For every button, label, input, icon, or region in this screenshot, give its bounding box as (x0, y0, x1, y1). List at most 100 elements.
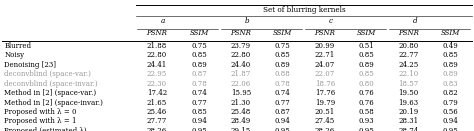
Text: 21.30: 21.30 (231, 99, 251, 107)
Text: deconvblind (space-var.): deconvblind (space-var.) (4, 70, 91, 78)
Text: 0.85: 0.85 (191, 108, 207, 116)
Text: Denoising [23]: Denoising [23] (4, 61, 56, 69)
Text: Proposed with λ = 0: Proposed with λ = 0 (4, 108, 77, 116)
Text: 0.78: 0.78 (275, 80, 291, 88)
Text: 25.46: 25.46 (147, 108, 167, 116)
Text: 0.95: 0.95 (443, 127, 458, 131)
Text: PSNR: PSNR (146, 29, 167, 37)
Text: 0.51: 0.51 (359, 42, 374, 50)
Text: 0.94: 0.94 (191, 117, 207, 125)
Text: d: d (413, 17, 418, 25)
Text: 22.30: 22.30 (147, 80, 167, 88)
Text: 0.89: 0.89 (275, 61, 291, 69)
Text: 19.50: 19.50 (399, 89, 419, 97)
Text: 22.07: 22.07 (315, 70, 335, 78)
Text: 0.82: 0.82 (443, 89, 458, 97)
Text: 0.78: 0.78 (191, 80, 207, 88)
Text: deconvblind (space-invar.): deconvblind (space-invar.) (4, 80, 98, 88)
Text: 0.76: 0.76 (359, 99, 374, 107)
Text: SSIM: SSIM (273, 29, 292, 37)
Text: 28.74: 28.74 (399, 127, 419, 131)
Text: 20.99: 20.99 (315, 42, 335, 50)
Text: 17.76: 17.76 (315, 89, 335, 97)
Text: SSIM: SSIM (189, 29, 209, 37)
Text: Set of blurring kernels: Set of blurring kernels (263, 6, 345, 14)
Text: 0.79: 0.79 (443, 99, 458, 107)
Text: 0.85: 0.85 (359, 70, 374, 78)
Text: 23.79: 23.79 (231, 42, 251, 50)
Text: Blurred: Blurred (4, 42, 31, 50)
Text: 21.87: 21.87 (231, 70, 251, 78)
Text: 0.89: 0.89 (359, 61, 374, 69)
Text: 0.74: 0.74 (191, 89, 207, 97)
Text: 22.10: 22.10 (399, 70, 419, 78)
Text: Proposed with λ = 1: Proposed with λ = 1 (4, 117, 77, 125)
Text: 18.76: 18.76 (315, 80, 335, 88)
Text: 0.85: 0.85 (275, 51, 291, 59)
Text: 24.25: 24.25 (399, 61, 419, 69)
Text: 0.75: 0.75 (191, 42, 207, 50)
Text: 0.76: 0.76 (359, 89, 374, 97)
Text: 15.95: 15.95 (231, 89, 251, 97)
Text: 29.15: 29.15 (231, 127, 251, 131)
Text: 27.77: 27.77 (147, 117, 167, 125)
Text: 20.51: 20.51 (315, 108, 335, 116)
Text: 0.94: 0.94 (443, 117, 458, 125)
Text: 0.77: 0.77 (275, 99, 291, 107)
Text: 20.80: 20.80 (399, 42, 419, 50)
Text: 0.95: 0.95 (275, 127, 291, 131)
Text: 22.80: 22.80 (147, 51, 167, 59)
Text: 0.75: 0.75 (275, 42, 291, 50)
Text: PSNR: PSNR (314, 29, 335, 37)
Text: 28.31: 28.31 (399, 117, 419, 125)
Text: 0.85: 0.85 (191, 51, 207, 59)
Text: 0.89: 0.89 (443, 61, 458, 69)
Text: 27.45: 27.45 (315, 117, 335, 125)
Text: b: b (245, 17, 250, 25)
Text: 0.49: 0.49 (443, 42, 458, 50)
Text: 28.49: 28.49 (231, 117, 251, 125)
Text: PSNR: PSNR (230, 29, 251, 37)
Text: 0.83: 0.83 (443, 80, 458, 88)
Text: 25.48: 25.48 (231, 108, 251, 116)
Text: 22.06: 22.06 (231, 80, 251, 88)
Text: 28.26: 28.26 (315, 127, 335, 131)
Text: 21.65: 21.65 (147, 99, 167, 107)
Text: 0.58: 0.58 (359, 108, 374, 116)
Text: 0.94: 0.94 (275, 117, 291, 125)
Text: Method in [2] (space-invar.): Method in [2] (space-invar.) (4, 99, 103, 107)
Text: 0.88: 0.88 (275, 70, 291, 78)
Text: 19.79: 19.79 (315, 99, 335, 107)
Text: 24.40: 24.40 (231, 61, 251, 69)
Text: Method in [2] (space-var.): Method in [2] (space-var.) (4, 89, 96, 97)
Text: Proposed (estimated λ): Proposed (estimated λ) (4, 127, 87, 131)
Text: a: a (161, 17, 165, 25)
Text: 0.95: 0.95 (359, 127, 374, 131)
Text: PSNR: PSNR (398, 29, 419, 37)
Text: SSIM: SSIM (441, 29, 460, 37)
Text: 0.74: 0.74 (275, 89, 291, 97)
Text: c: c (329, 17, 333, 25)
Text: 0.87: 0.87 (191, 70, 207, 78)
Text: 22.77: 22.77 (399, 51, 419, 59)
Text: 24.07: 24.07 (315, 61, 335, 69)
Text: 0.77: 0.77 (191, 99, 207, 107)
Text: 20.19: 20.19 (399, 108, 419, 116)
Text: 21.88: 21.88 (147, 42, 167, 50)
Text: 0.89: 0.89 (443, 70, 458, 78)
Text: 0.56: 0.56 (443, 108, 458, 116)
Text: 22.95: 22.95 (147, 70, 167, 78)
Text: Noisy: Noisy (4, 51, 24, 59)
Text: 0.87: 0.87 (275, 108, 291, 116)
Text: 0.85: 0.85 (359, 51, 374, 59)
Text: 0.93: 0.93 (359, 117, 374, 125)
Text: 24.41: 24.41 (147, 61, 167, 69)
Text: 0.95: 0.95 (191, 127, 207, 131)
Text: 22.71: 22.71 (315, 51, 335, 59)
Text: 22.80: 22.80 (231, 51, 251, 59)
Text: SSIM: SSIM (357, 29, 376, 37)
Text: 0.80: 0.80 (359, 80, 374, 88)
Text: 28.26: 28.26 (147, 127, 167, 131)
Text: 0.89: 0.89 (191, 61, 207, 69)
Text: 17.42: 17.42 (147, 89, 167, 97)
